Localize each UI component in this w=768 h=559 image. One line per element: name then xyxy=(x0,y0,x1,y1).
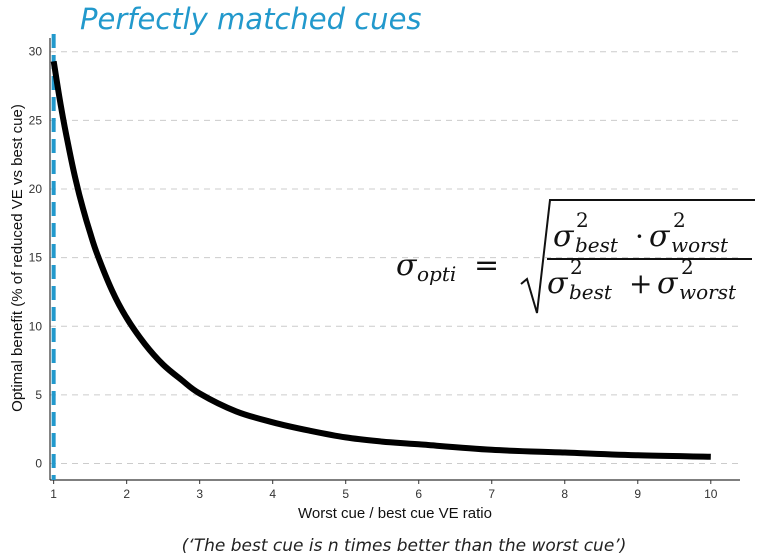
formula-num-sigma-worst: σ xyxy=(649,219,671,254)
formula-equals: = xyxy=(474,248,499,283)
formula-den-best-subscript: best xyxy=(569,280,613,304)
x-tick-label: 7 xyxy=(488,487,495,501)
formula-lhs-sigma: σ xyxy=(396,248,418,283)
benefit-curve xyxy=(50,60,711,460)
x-tick-label: 8 xyxy=(561,487,568,501)
formula-lhs-subscript: opti xyxy=(417,262,456,286)
formula-radical-sign xyxy=(520,199,755,314)
formula-num-sigma-best: σ xyxy=(553,219,575,254)
x-tick-label: 5 xyxy=(342,487,349,501)
x-tick-label: 9 xyxy=(634,487,641,501)
formula-den-best-superscript: 2 xyxy=(570,255,583,279)
x-tick-label: 4 xyxy=(269,487,276,501)
y-axis-title: Optimal benefit (% of reduced VE vs best… xyxy=(9,104,26,412)
formula-num-best-superscript: 2 xyxy=(576,208,589,232)
x-tick-label: 10 xyxy=(704,487,718,501)
formula-den-worst-subscript: worst xyxy=(679,280,737,304)
formula-den-worst-superscript: 2 xyxy=(681,255,694,279)
formula-den-sigma-best: σ xyxy=(547,266,569,301)
y-tick-label: 15 xyxy=(29,251,43,265)
grid-lines xyxy=(50,51,740,465)
y-tick-label: 0 xyxy=(35,457,42,471)
formula-dot: · xyxy=(635,220,644,253)
y-tick-label: 10 xyxy=(29,319,43,333)
x-tick-label: 1 xyxy=(50,487,57,501)
formula-plus: + xyxy=(629,267,652,300)
formula-den-sigma-worst: σ xyxy=(657,266,679,301)
y-tick-label: 5 xyxy=(35,388,42,402)
y-tick-label: 25 xyxy=(29,113,43,127)
x-tick-label: 2 xyxy=(123,487,130,501)
y-tick-label: 20 xyxy=(29,182,43,196)
optimal-sigma-formula: σ opti = σ 2 best · σ 2 worst σ 2 best +… xyxy=(396,199,755,314)
y-tick-label: 30 xyxy=(29,45,43,59)
x-tick-labels: 1 2 3 4 5 6 7 8 9 10 xyxy=(50,480,718,501)
formula-num-worst-subscript: worst xyxy=(671,233,729,257)
chart-caption: (‘The best cue is n times better than th… xyxy=(182,536,627,556)
y-tick-labels: 0 5 10 15 20 25 30 xyxy=(29,45,43,471)
reference-line-label: Perfectly matched cues xyxy=(80,2,422,36)
formula-num-best-subscript: best xyxy=(575,233,619,257)
x-tick-label: 6 xyxy=(415,487,422,501)
formula-num-worst-superscript: 2 xyxy=(673,208,686,232)
x-tick-label: 3 xyxy=(196,487,203,501)
x-axis-title: Worst cue / best cue VE ratio xyxy=(298,505,492,522)
